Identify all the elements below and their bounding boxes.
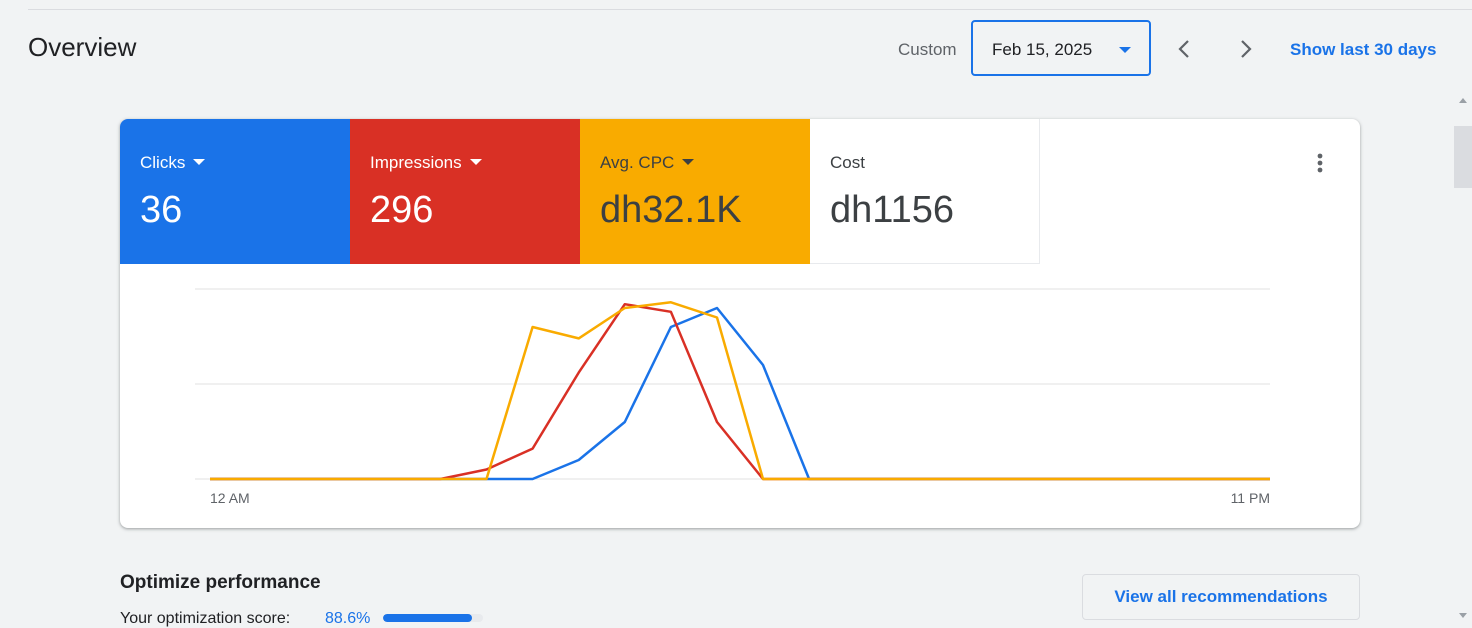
date-range-type-label: Custom	[898, 40, 957, 59]
metric-tile-impressions[interactable]: Impressions 296	[350, 119, 580, 264]
optimization-score-value[interactable]: 88.6%	[325, 610, 371, 627]
more-options-button[interactable]	[1308, 151, 1332, 175]
optimize-performance-heading: Optimize performance	[120, 572, 321, 593]
scrollbar-up-arrow[interactable]	[1459, 98, 1467, 103]
x-axis-start-label: 12 AM	[210, 490, 250, 506]
metric-value: 36	[140, 189, 183, 231]
caret-down-icon	[193, 158, 206, 165]
scrollbar-down-arrow[interactable]	[1459, 613, 1467, 618]
caret-down-icon	[469, 158, 482, 165]
performance-line-chart: 12 AM 11 PM	[195, 288, 1270, 506]
view-all-recommendations-button[interactable]: View all recommendations	[1082, 574, 1360, 620]
date-picker-value: Feb 15, 2025	[992, 40, 1093, 59]
x-axis-end-label: 11 PM	[1231, 490, 1270, 506]
metric-value: dh32.1K	[600, 189, 742, 231]
scrollbar-thumb[interactable]	[1454, 126, 1472, 188]
series-line-1	[210, 302, 1270, 481]
optimization-score-fill	[383, 614, 472, 622]
date-picker-select[interactable]: Feb 15, 2025	[971, 20, 1151, 76]
top-divider	[28, 9, 1472, 10]
metric-tile-avg-cpc[interactable]: Avg. CPC dh32.1K	[580, 119, 810, 264]
metric-value: 296	[370, 189, 434, 231]
series-line-0	[210, 306, 1270, 481]
metric-label: Cost	[830, 153, 865, 172]
metric-label: Impressions	[370, 153, 482, 173]
metric-label: Clicks	[140, 153, 206, 173]
next-period-button[interactable]	[1232, 36, 1258, 62]
caret-down-icon	[1119, 47, 1131, 53]
metric-tile-clicks[interactable]: Clicks 36	[120, 119, 350, 264]
caret-down-icon	[682, 158, 695, 165]
metric-label: Avg. CPC	[600, 153, 695, 173]
clipped-text-line	[120, 82, 350, 94]
more-vert-icon	[1317, 153, 1323, 173]
performance-card: Clicks 36 Impressions 296 Avg. CPC dh32.…	[120, 119, 1360, 528]
optimization-score-label: Your optimization score:	[120, 610, 291, 627]
show-last-30-days-link[interactable]: Show last 30 days	[1290, 40, 1437, 59]
chevron-left-icon	[1178, 40, 1189, 58]
series-line-2	[210, 301, 1270, 481]
previous-period-button[interactable]	[1172, 36, 1198, 62]
optimization-score-bar	[383, 614, 483, 622]
metric-tile-cost[interactable]: Cost dh1156	[810, 119, 1040, 264]
chevron-right-icon	[1241, 40, 1252, 58]
metric-value: dh1156	[830, 189, 954, 231]
page-title: Overview	[28, 32, 137, 62]
